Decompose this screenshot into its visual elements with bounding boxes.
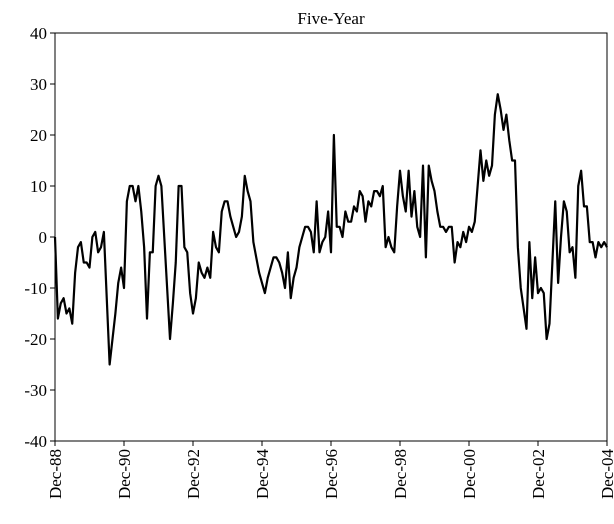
x-tick-label: Dec-92 — [184, 449, 203, 499]
x-tick-label: Dec-88 — [46, 449, 65, 499]
y-tick-label: 0 — [39, 228, 48, 247]
y-tick-label: -30 — [24, 381, 47, 400]
y-tick-label: 30 — [30, 75, 47, 94]
x-tick-label: Dec-94 — [253, 449, 272, 500]
y-tick-label: 20 — [30, 126, 47, 145]
y-tick-label: -20 — [24, 330, 47, 349]
y-tick-label: -40 — [24, 432, 47, 451]
x-tick-label: Dec-00 — [460, 449, 479, 499]
y-tick-label: -10 — [24, 279, 47, 298]
x-tick-label: Dec-04 — [598, 449, 614, 500]
x-tick-label: Dec-96 — [322, 449, 341, 499]
x-tick-label: Dec-90 — [115, 449, 134, 499]
y-tick-label: 40 — [30, 24, 47, 43]
chart-title: Five-Year — [297, 9, 365, 28]
x-tick-label: Dec-98 — [391, 449, 410, 499]
series-line — [53, 93, 608, 366]
x-tick-label: Dec-02 — [529, 449, 548, 499]
y-tick-label: 10 — [30, 177, 47, 196]
